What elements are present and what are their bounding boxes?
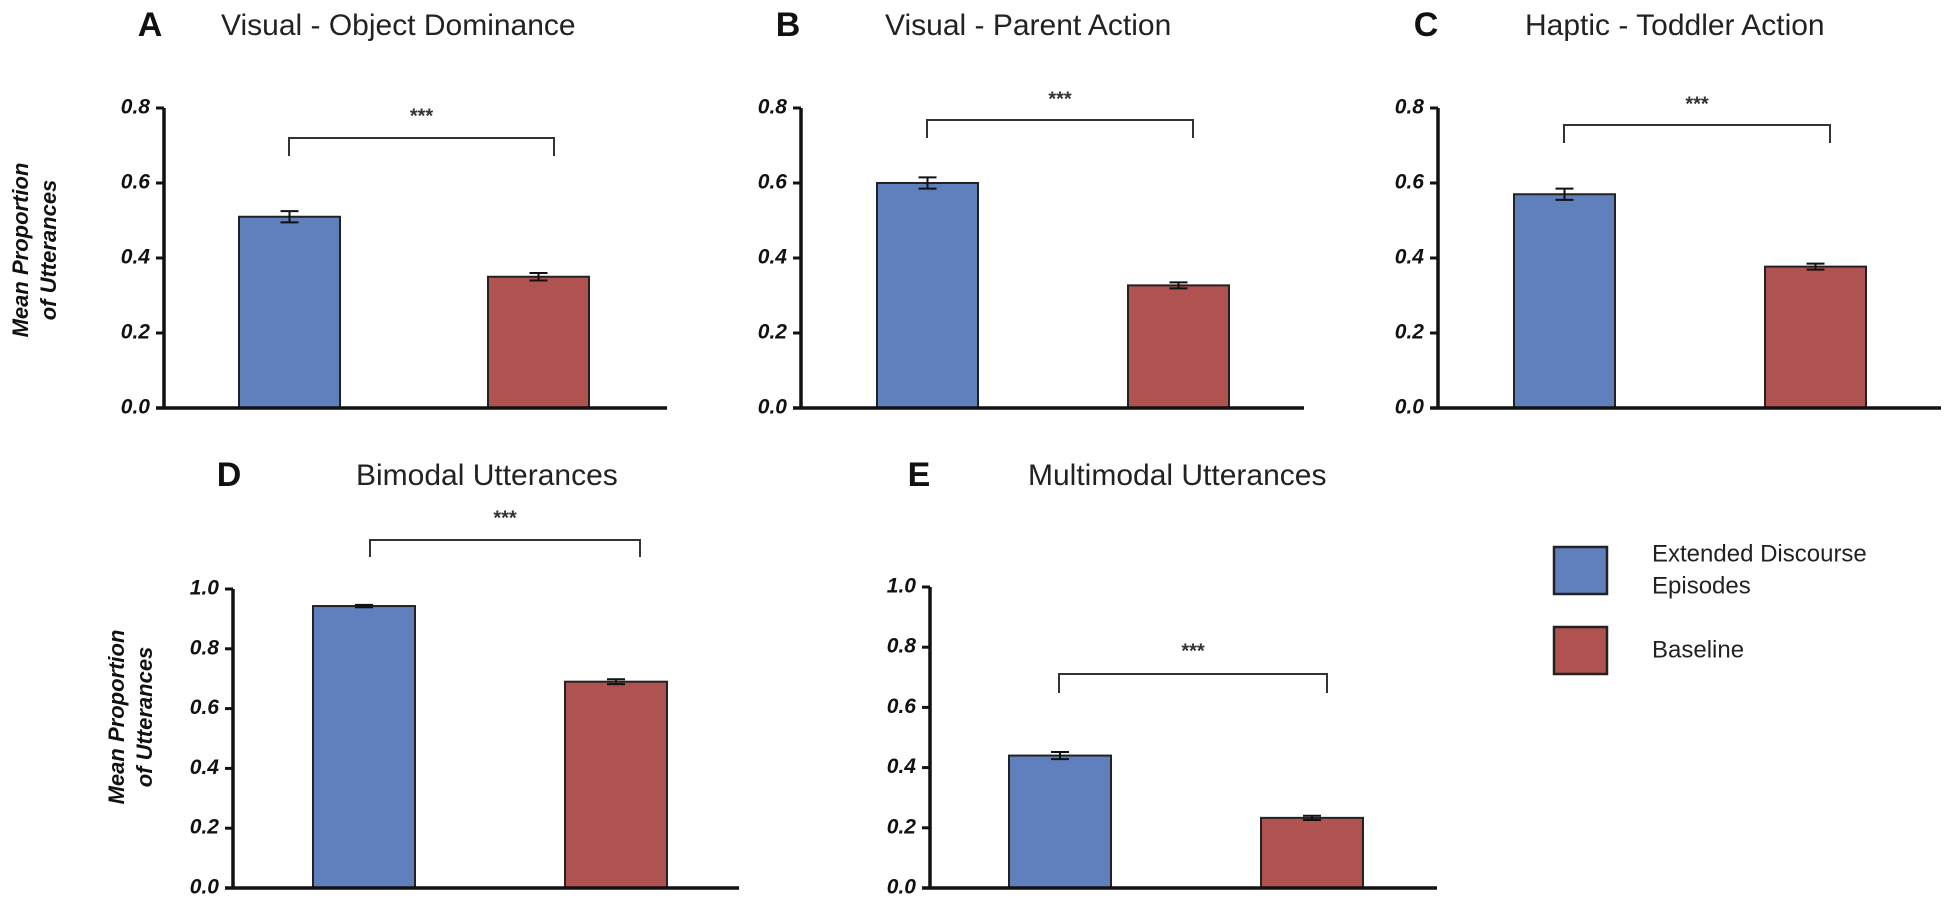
y-tick-label: 0.6: [1395, 171, 1425, 194]
legend-label: Episodes: [1652, 572, 1751, 599]
y-tick-label: 0.4: [121, 246, 151, 269]
y-axis-label-line: Mean Proportion: [8, 163, 33, 338]
bar-extended: [1513, 193, 1616, 409]
significance-bracket: [288, 137, 555, 156]
y-tick-label: 0.4: [1395, 246, 1425, 269]
y-tick-label: 0.8: [758, 96, 788, 119]
significance-bracket: [1563, 124, 1831, 143]
bar-baseline: [487, 275, 590, 409]
significance-stars: ***: [1181, 640, 1205, 662]
y-tick-label: 0.8: [190, 636, 220, 659]
legend-swatch-baseline: [1552, 625, 1609, 676]
significance-stars: ***: [493, 507, 517, 529]
y-axis-label-line: of Utterances: [132, 647, 157, 788]
y-axis-label: Mean Proportion of Utterances: [8, 163, 61, 338]
y-tick-label: 0.2: [758, 321, 788, 344]
y-tick-label: 1.0: [190, 577, 220, 600]
panel-d: D Bimodal Utterances Mean Proportion of Utt…: [104, 456, 739, 899]
significance-bracket: [926, 119, 1194, 138]
y-tick-label: 0.4: [887, 755, 917, 778]
y-tick-label: 0.6: [190, 696, 220, 719]
y-tick-label: 0.6: [887, 695, 917, 718]
y-tick-label: 0.0: [190, 876, 220, 899]
y-tick-label: 0.0: [1395, 396, 1425, 419]
bar-baseline: [1260, 816, 1364, 890]
y-tick-label: 0.2: [190, 816, 220, 839]
bar-extended: [312, 605, 416, 890]
y-tick-label: 0.4: [758, 246, 788, 269]
panel-letter: A: [138, 6, 163, 44]
significance-stars: ***: [1685, 93, 1709, 115]
bar-baseline: [1127, 284, 1230, 409]
y-tick-label: 0.2: [1395, 321, 1425, 344]
y-tick-label: 0.8: [121, 96, 151, 119]
y-tick-label: 0.0: [887, 876, 917, 899]
y-tick-label: 0.6: [121, 171, 151, 194]
panel-letter: D: [217, 456, 242, 494]
panel-a: A Visual - Object Dominance Mean Proportio…: [8, 6, 667, 419]
panel-letter: C: [1414, 6, 1439, 44]
panel-c: C Haptic - Toddler Action 0.0 0.2 0.4 0.6 0.8 *…: [1395, 6, 1941, 419]
panel-title: Visual - Parent Action: [885, 9, 1171, 42]
y-axis-label-line: Mean Proportion: [104, 630, 129, 805]
significance-bracket: [369, 539, 641, 557]
significance-stars: ***: [1048, 88, 1072, 110]
y-tick-label: 0.0: [121, 396, 151, 419]
bar-baseline: [564, 680, 668, 889]
y-tick-label: 1.0: [887, 575, 917, 598]
panel-title: Haptic - Toddler Action: [1525, 9, 1825, 42]
panel-title: Visual - Object Dominance: [221, 9, 576, 42]
panel-title: Multimodal Utterances: [1028, 459, 1326, 492]
legend: Extended Discourse Episodes Baseline: [1552, 540, 1867, 676]
y-tick-label: 0.2: [887, 815, 917, 838]
bar-extended: [876, 182, 979, 409]
y-axis-label-line: of Utterances: [36, 180, 61, 321]
y-tick-label: 0.0: [758, 396, 788, 419]
bar-extended: [238, 215, 341, 409]
legend-label: Baseline: [1652, 636, 1744, 663]
panel-title: Bimodal Utterances: [356, 459, 618, 492]
bar-baseline: [1764, 265, 1867, 409]
y-tick-label: 0.8: [1395, 96, 1425, 119]
panel-e: E Multimodal Utterances 0.0 0.2 0.4 0.6 0.8 1.0…: [887, 456, 1437, 899]
y-tick-label: 0.8: [887, 635, 917, 658]
significance-stars: ***: [410, 105, 434, 127]
y-tick-label: 0.6: [758, 171, 788, 194]
y-tick-label: 0.2: [121, 321, 151, 344]
panel-letter: B: [776, 6, 801, 44]
bar-extended: [1008, 754, 1112, 889]
legend-swatch-extended: [1552, 545, 1609, 596]
panel-letter: E: [908, 456, 931, 494]
y-tick-label: 0.4: [190, 756, 220, 779]
significance-bracket: [1058, 673, 1328, 693]
legend-label: Extended Discourse: [1652, 540, 1867, 567]
y-axis-label: Mean Proportion of Utterances: [104, 630, 157, 805]
panel-b: B Visual - Parent Action 0.0 0.2 0.4 0.6 0.8 **…: [758, 6, 1304, 419]
